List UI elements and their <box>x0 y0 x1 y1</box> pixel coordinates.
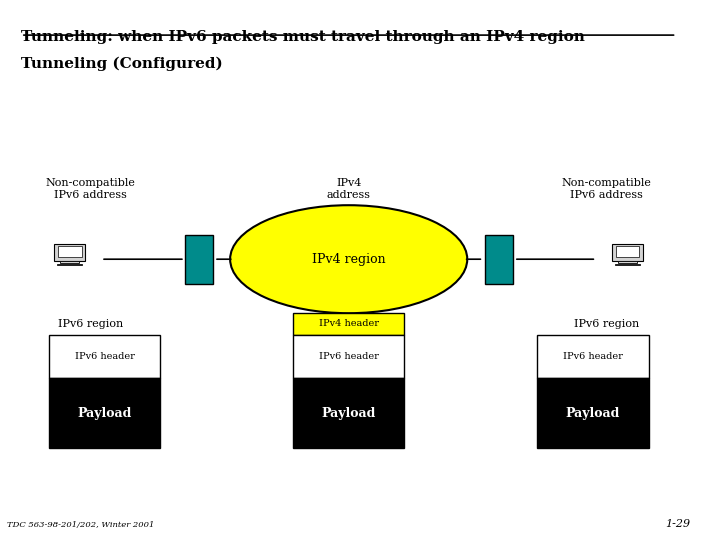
Ellipse shape <box>230 205 467 313</box>
FancyBboxPatch shape <box>58 246 81 258</box>
FancyBboxPatch shape <box>293 313 405 335</box>
Text: Non-compatible
IPv6 address: Non-compatible IPv6 address <box>46 178 135 200</box>
Text: IPv6 region: IPv6 region <box>574 319 639 329</box>
Text: Tunneling: when IPv6 packets must travel through an IPv4 region: Tunneling: when IPv6 packets must travel… <box>21 30 585 44</box>
Text: IPv6 header: IPv6 header <box>75 352 135 361</box>
Text: TDC 563-98-201/202, Winter 2001: TDC 563-98-201/202, Winter 2001 <box>7 521 154 529</box>
Text: IPv6 region: IPv6 region <box>58 319 123 329</box>
FancyBboxPatch shape <box>49 378 161 448</box>
FancyBboxPatch shape <box>185 235 212 284</box>
FancyBboxPatch shape <box>612 244 644 261</box>
FancyBboxPatch shape <box>54 244 86 261</box>
Text: IPv4 header: IPv4 header <box>319 320 379 328</box>
Text: Payload: Payload <box>78 407 132 420</box>
FancyBboxPatch shape <box>616 246 639 258</box>
FancyBboxPatch shape <box>485 235 513 284</box>
Text: Non-compatible
IPv6 address: Non-compatible IPv6 address <box>562 178 652 200</box>
FancyBboxPatch shape <box>618 261 637 264</box>
Text: IPv6 header: IPv6 header <box>563 352 623 361</box>
FancyBboxPatch shape <box>49 335 161 378</box>
Text: IPv4
address: IPv4 address <box>327 178 371 200</box>
FancyBboxPatch shape <box>60 261 79 264</box>
Text: Payload: Payload <box>566 407 620 420</box>
FancyBboxPatch shape <box>537 378 649 448</box>
Text: IPv6 header: IPv6 header <box>319 352 379 361</box>
FancyBboxPatch shape <box>293 335 405 378</box>
Text: 1-29: 1-29 <box>665 519 690 529</box>
FancyBboxPatch shape <box>615 264 640 265</box>
FancyBboxPatch shape <box>57 264 82 265</box>
FancyBboxPatch shape <box>537 335 649 378</box>
Text: Payload: Payload <box>322 407 376 420</box>
Text: IPv4 region: IPv4 region <box>312 253 385 266</box>
FancyBboxPatch shape <box>293 378 405 448</box>
Text: Tunneling (Configured): Tunneling (Configured) <box>21 57 222 71</box>
